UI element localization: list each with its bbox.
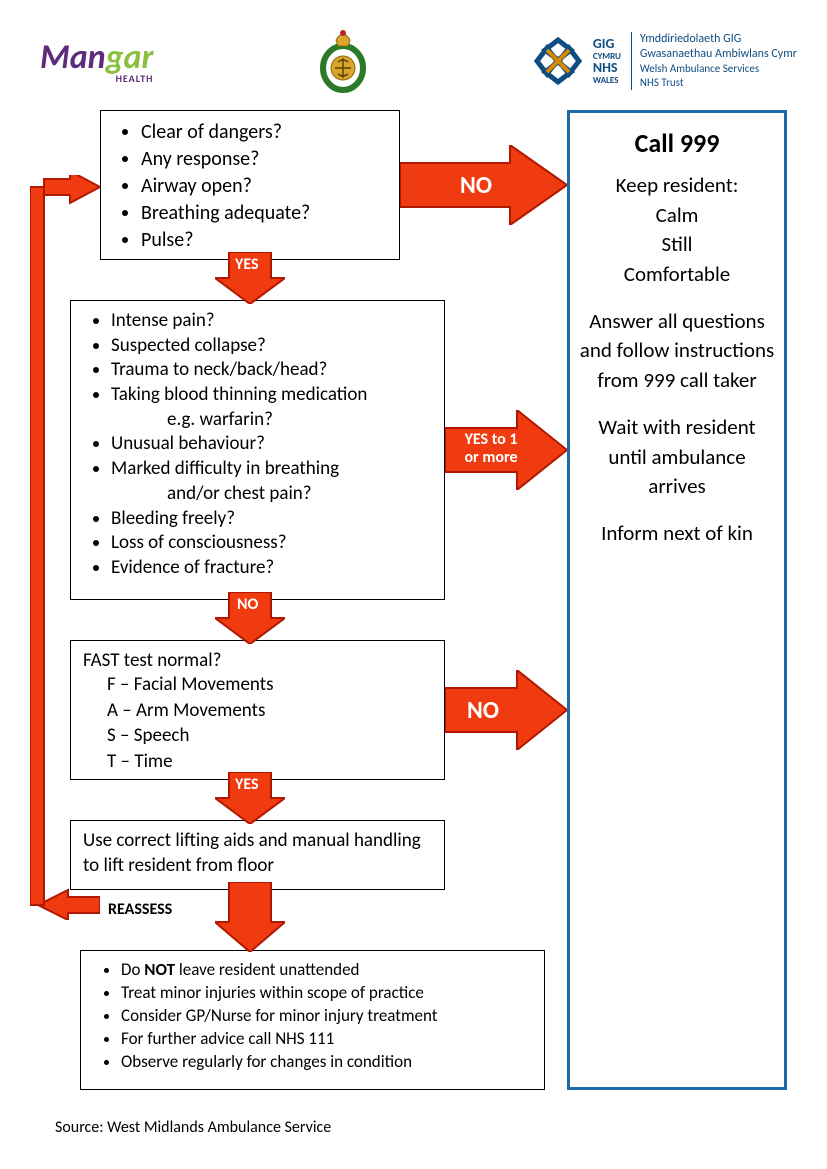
list-item: Airway open? [141,173,387,200]
lift-text: Use correct lifting aids and manual hand… [83,829,432,878]
call-p1: Keep resident: [578,171,776,200]
list-item: Clear of dangers? [141,119,387,146]
nhs-wales: WALES [593,76,621,85]
list-item: Trauma to neck/back/head? [111,358,432,383]
call-p5: Answer all questions and follow instruct… [578,307,776,395]
arrow-r3-label: NO [467,696,499,725]
list-item: Taking blood thinning medicatione.g. war… [111,383,432,432]
call-999-box: Call 999 Keep resident: Calm Still Comfo… [567,110,787,1090]
arrow-r2-l1: YES to 1 [465,430,518,449]
call-p3: Still [578,230,776,259]
mangar-logo: Mangar HEALTH [40,37,153,85]
nhs-knot-icon [533,36,583,86]
list-item: Any response? [141,146,387,173]
list-item: Do NOT leave resident unattended [121,959,532,982]
call-p2: Calm [578,201,776,230]
arrow-right-no-1: NO [400,145,567,225]
arrow-right-no-3: NO [445,670,567,750]
arrow-r2-label: YES to 1 or more [451,431,531,468]
fast-line: T – Time [107,749,432,775]
list-item: Consider GP/Nurse for minor injury treat… [121,1005,532,1028]
source-text: Source: West Midlands Ambulance Service [55,1118,331,1137]
nhs-t2: Gwasanaethau Ambiwlans Cymr [640,47,797,62]
fast-line: F – Facial Movements [107,672,432,698]
call-p6: Wait with resident until ambulance arriv… [578,413,776,501]
arrow-down-no-2: NO [215,592,285,644]
page-root: Mangar HEALTH [0,0,827,1169]
list-item: Loss of consciousness? [111,531,432,556]
final-list: Do NOT leave resident unattendedTreat mi… [93,959,532,1074]
list-item: Observe regularly for changes in conditi… [121,1051,532,1074]
fast-lines: F – Facial MovementsA – Arm MovementsS –… [83,672,432,775]
logo-row: Mangar HEALTH [40,22,797,100]
list-item: Unusual behaviour? [111,432,432,457]
list-item: Pulse? [141,227,387,254]
nhs-gig: GIG [593,37,621,52]
list-item: Marked difficulty in breathingand/or che… [111,457,432,506]
primary-survey-box: Clear of dangers?Any response?Airway ope… [100,110,400,260]
arrow-down-reassess [215,882,285,952]
arrow-right-yes1more: YES to 1 or more [445,410,567,490]
mangar-part1: Man [40,37,106,78]
left-rail-arrow [30,175,100,920]
nhs-nhs: NHS [593,61,621,76]
arrow-r1-label: NO [460,171,492,200]
fast-title: FAST test normal? [83,649,432,672]
list-item: Breathing adequate? [141,200,387,227]
istumble-list: Intense pain?Suspected collapse?Trauma t… [83,309,432,581]
call-title: Call 999 [578,125,776,161]
arrow-d3-label: YES [235,775,259,794]
arrow-d1-label: YES [235,255,259,274]
fast-line: S – Speech [107,723,432,749]
nhs-logo: GIG CYMRU NHS WALES Ymddiriedolaeth GIG … [533,32,797,90]
list-item: For further advice call NHS 111 [121,1028,532,1051]
nhs-text: Ymddiriedolaeth GIG Gwasanaethau Ambiwla… [631,32,797,90]
arrow-down-yes-3: YES [215,772,285,824]
nhs-t1: Ymddiriedolaeth GIG [640,32,797,47]
primary-list: Clear of dangers?Any response?Airway ope… [113,119,387,254]
arrow-d2-label: NO [237,595,258,614]
final-box: Do NOT leave resident unattendedTreat mi… [80,950,545,1090]
crest-logo [318,26,368,96]
nhs-t3: Welsh Ambulance Services [640,62,797,76]
lift-box: Use correct lifting aids and manual hand… [70,820,445,890]
fast-line: A – Arm Movements [107,698,432,724]
nhs-col1: GIG CYMRU NHS WALES [593,37,621,85]
call-p4: Comfortable [578,260,776,289]
call-p7: Inform next of kin [578,519,776,548]
arrow-r2-l2: or more [464,448,517,467]
list-item: Intense pain? [111,309,432,334]
reassess-label: REASSESS [108,900,172,919]
list-item: Evidence of fracture? [111,556,432,581]
list-item: Treat minor injuries within scope of pra… [121,982,532,1005]
istumble-box: Intense pain?Suspected collapse?Trauma t… [70,300,445,600]
nhs-t4: NHS Trust [640,76,797,90]
fast-box: FAST test normal? F – Facial MovementsA … [70,640,445,780]
list-item: Suspected collapse? [111,334,432,359]
list-item: Bleeding freely? [111,507,432,532]
arrow-down-yes-1: YES [215,252,285,304]
